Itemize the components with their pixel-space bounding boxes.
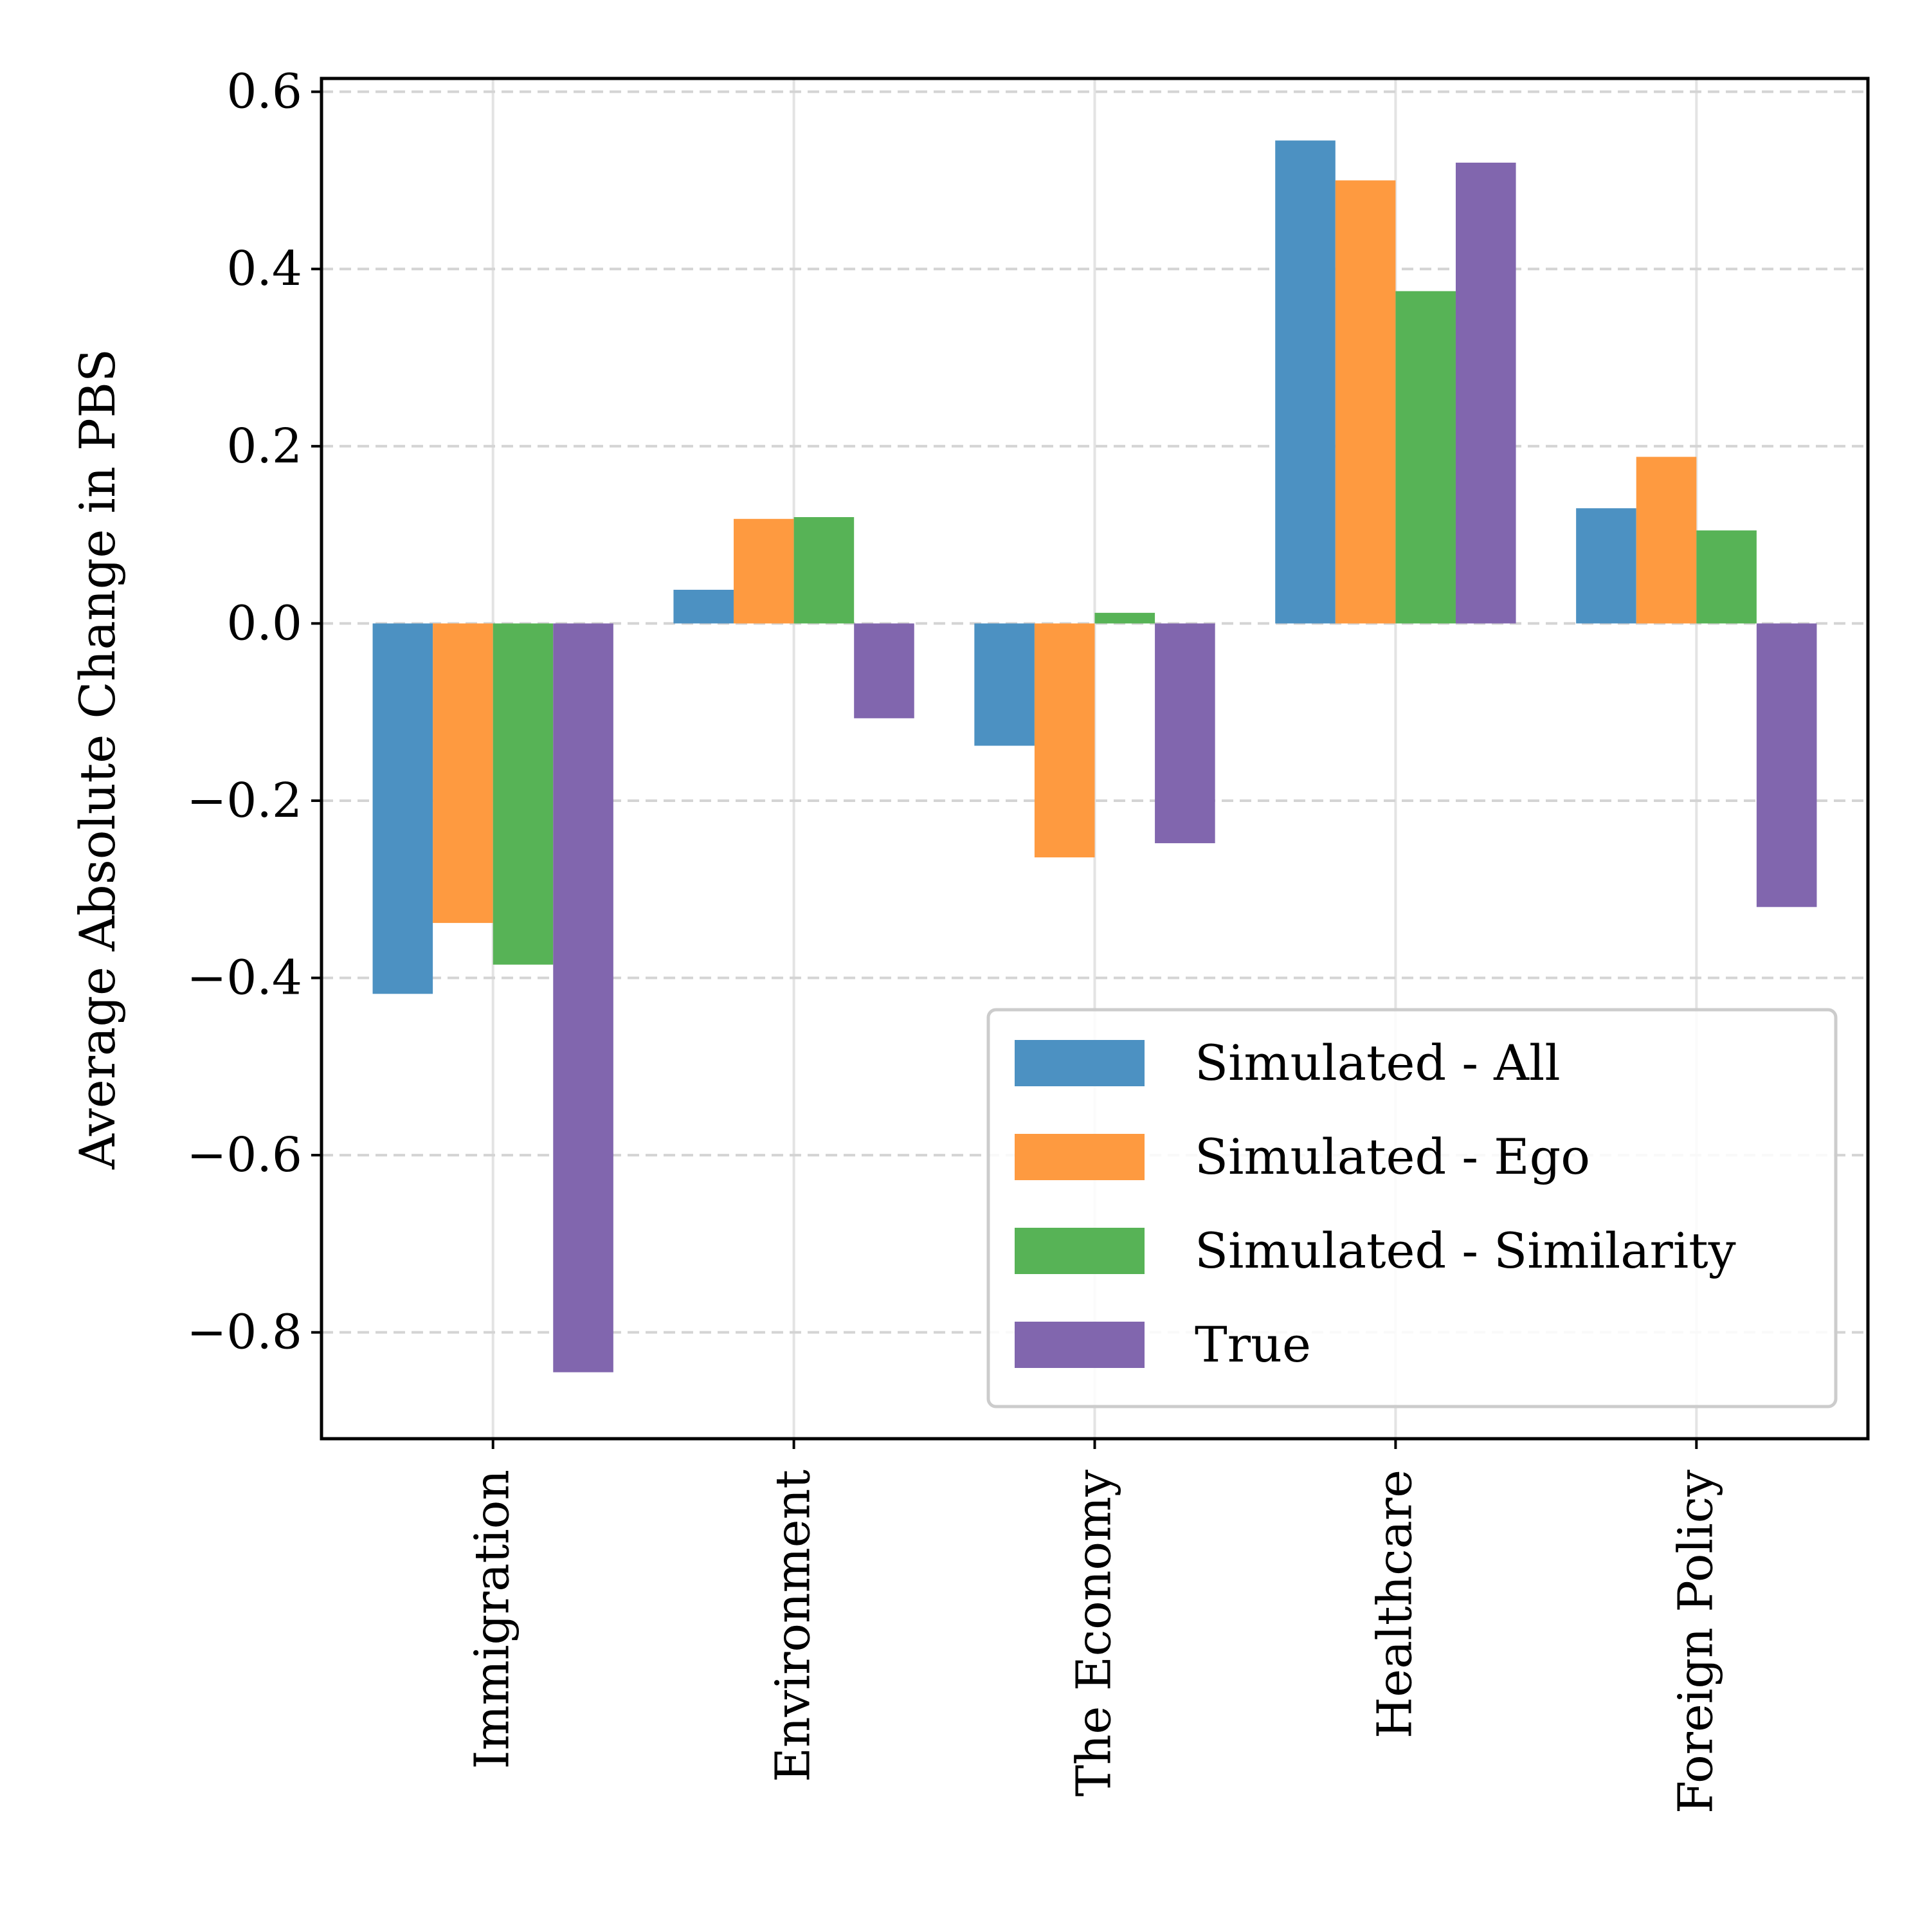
bar-true (1756, 623, 1817, 907)
x-tick-label: The Economy (1067, 1470, 1122, 1797)
bar-true (1455, 162, 1516, 624)
y-tick-label: −0.6 (186, 1127, 302, 1183)
bar-simulated-similarity (1696, 530, 1757, 624)
legend-swatch (1015, 1322, 1145, 1368)
bar-simulated-ego (1636, 457, 1697, 624)
y-axis-ticks: 0.6 0.4 0.2 0.0 −0.2 −0.4 −0.6 −0.8 (186, 64, 322, 1360)
legend-swatch (1015, 1040, 1145, 1086)
legend-label: Simulated - Similarity (1195, 1222, 1736, 1279)
bar-simulated-similarity (1395, 291, 1456, 624)
bar-simulated-all (1275, 140, 1336, 624)
bars (372, 140, 1817, 1372)
bar-true (854, 623, 914, 718)
y-tick-label: 0.2 (226, 419, 302, 474)
bar-simulated-all (673, 590, 734, 624)
y-tick-label: 0.0 (226, 596, 302, 651)
bar-simulated-ego (1335, 180, 1396, 624)
y-tick-label: 0.4 (226, 241, 302, 296)
legend-label: True (1195, 1316, 1311, 1373)
bar-simulated-similarity (493, 623, 554, 965)
legend-frame (986, 1008, 1838, 1408)
y-axis-label: Average Absolute Change in PBS (69, 349, 126, 1170)
legend-swatch (1015, 1134, 1145, 1180)
x-axis-ticks: Immigration Environment The Economy Healthc… (465, 1439, 1723, 1814)
x-tick-label: Environment (766, 1470, 821, 1782)
x-tick-label: Healthcare (1367, 1470, 1422, 1738)
bar-simulated-similarity (1094, 612, 1155, 624)
bar-simulated-ego (1034, 623, 1095, 858)
legend: Simulated - All Simulated - Ego Simulated … (986, 1008, 1838, 1408)
x-tick-label: Immigration (465, 1470, 520, 1769)
bar-simulated-ego (734, 518, 794, 624)
bar-true (553, 623, 613, 1372)
bar-true (1155, 623, 1215, 844)
y-tick-label: 0.6 (226, 64, 302, 120)
legend-label: Simulated - Ego (1195, 1128, 1590, 1185)
bar-simulated-all (372, 623, 433, 994)
bar-simulated-ego (433, 623, 493, 924)
bar-simulated-all (1576, 508, 1636, 624)
legend-items: Simulated - All Simulated - Ego Simulated … (1015, 1034, 1736, 1373)
legend-swatch (1015, 1228, 1145, 1274)
legend-label: Simulated - All (1195, 1034, 1561, 1091)
y-tick-label: −0.2 (186, 773, 302, 828)
y-tick-label: −0.4 (186, 951, 302, 1006)
y-tick-label: −0.8 (186, 1305, 302, 1360)
x-tick-label: Foreign Policy (1668, 1470, 1723, 1814)
bar-simulated-all (974, 623, 1035, 746)
bar-simulated-similarity (793, 517, 855, 624)
